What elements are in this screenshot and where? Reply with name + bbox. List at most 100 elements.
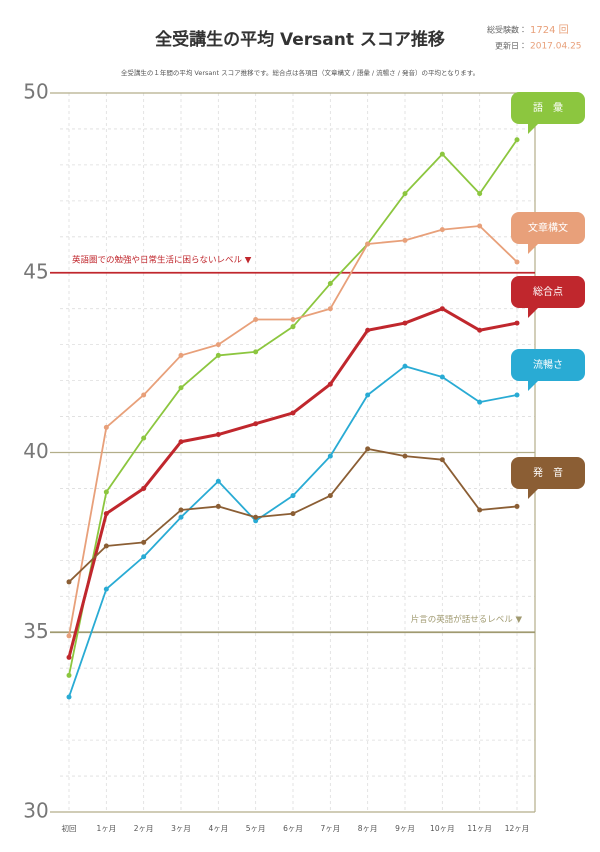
data-point [103,511,109,517]
data-point [66,694,72,700]
data-point [66,633,72,639]
legend-bubble [511,457,585,489]
data-point [215,342,221,348]
data-point [215,432,221,438]
data-point [290,493,296,499]
reference-label: 片言の英語が話せるレベル ▼ [411,614,523,625]
legend-entry: 流暢さ [511,349,585,391]
legend-entry: 語 彙 [511,92,585,134]
data-point [215,352,221,358]
x-tick-label: 1ヶ月 [96,824,116,833]
data-point [215,478,221,484]
updated-value: 2017.04.25 [530,42,582,52]
data-point [253,518,259,524]
legend-entry: 総合点 [511,276,585,318]
y-tick-label: 45 [23,259,48,283]
y-tick-label: 35 [23,619,48,643]
x-tick-label: 初回 [62,823,77,833]
data-point [365,241,371,247]
x-tick-label: 2ヶ月 [134,824,154,833]
x-tick-label: 5ヶ月 [246,824,266,833]
data-point [477,191,483,197]
data-point [66,654,72,660]
legend-bubble-tail [528,122,540,134]
x-tick-label: 7ヶ月 [320,824,340,833]
data-point [178,385,184,391]
data-point [178,352,184,358]
legend-label: 総合点 [533,285,563,298]
reference-label: 英語圏での勉強や日常生活に困らないレベル ▼ [72,254,252,265]
data-point [402,453,408,459]
data-point [514,503,520,509]
data-point [141,392,147,398]
x-tick-label: 3ヶ月 [171,824,191,833]
data-point [290,410,296,416]
data-point [103,543,109,549]
data-point [253,421,259,427]
y-tick-label: 40 [23,439,48,463]
data-point [402,191,408,197]
total-label: 総受験数： [487,25,527,35]
data-point [439,306,445,312]
data-point [439,151,445,157]
data-point [477,507,483,513]
data-point [178,507,184,513]
data-point [103,586,109,592]
legend-bubble [511,349,585,381]
data-point [290,511,296,517]
y-tick-label: 30 [23,799,48,823]
legend-bubble [511,212,585,244]
data-point [66,579,72,585]
chart-title: 全受講生の平均 Versant スコア推移 [155,29,445,50]
data-point [141,554,147,560]
data-point [439,374,445,380]
data-point [290,316,296,322]
x-tick-label: 9ヶ月 [395,824,415,833]
data-point [402,363,408,369]
data-point [327,453,333,459]
data-point [514,320,520,326]
data-point [253,316,259,322]
legend-bubble [511,92,585,124]
x-tick-label: 4ヶ月 [208,824,228,833]
data-point [514,259,520,265]
data-point [439,457,445,463]
x-tick-label: 8ヶ月 [358,824,378,833]
data-point [215,503,221,509]
data-point [103,424,109,430]
data-point [327,493,333,499]
data-point [402,237,408,243]
data-point [365,446,371,452]
data-point [290,324,296,330]
legend-bubble-tail [528,487,540,499]
x-tick-label: 10ヶ月 [430,824,455,833]
data-point [365,327,371,333]
updated-label: 更新日： [495,42,527,51]
y-tick-label: 50 [23,80,48,104]
data-point [253,349,259,355]
data-point [477,399,483,405]
legend-label: 流暢さ [533,358,563,371]
legend-label: 文章構文 [528,221,568,234]
data-point [253,514,259,520]
legend-bubble-tail [528,306,540,318]
data-point [365,392,371,398]
data-point [439,227,445,233]
legend-bubble [511,276,585,308]
data-point [141,539,147,545]
total-value: 1724 回 [530,24,569,36]
x-tick-label: 11ヶ月 [467,824,492,833]
legend-bubble-tail [528,379,540,391]
data-point [103,489,109,495]
data-point [327,306,333,312]
data-point [141,485,147,491]
note: 全受講生の１年間の平均 Versant スコア推移です。総合点は各項目（文章構文… [121,68,479,77]
data-point [327,381,333,387]
legend-entry: 発 音 [511,457,585,499]
legend-label: 発 音 [533,466,563,479]
data-point [178,514,184,520]
data-point [514,137,520,143]
x-tick-label: 12ヶ月 [505,824,530,833]
